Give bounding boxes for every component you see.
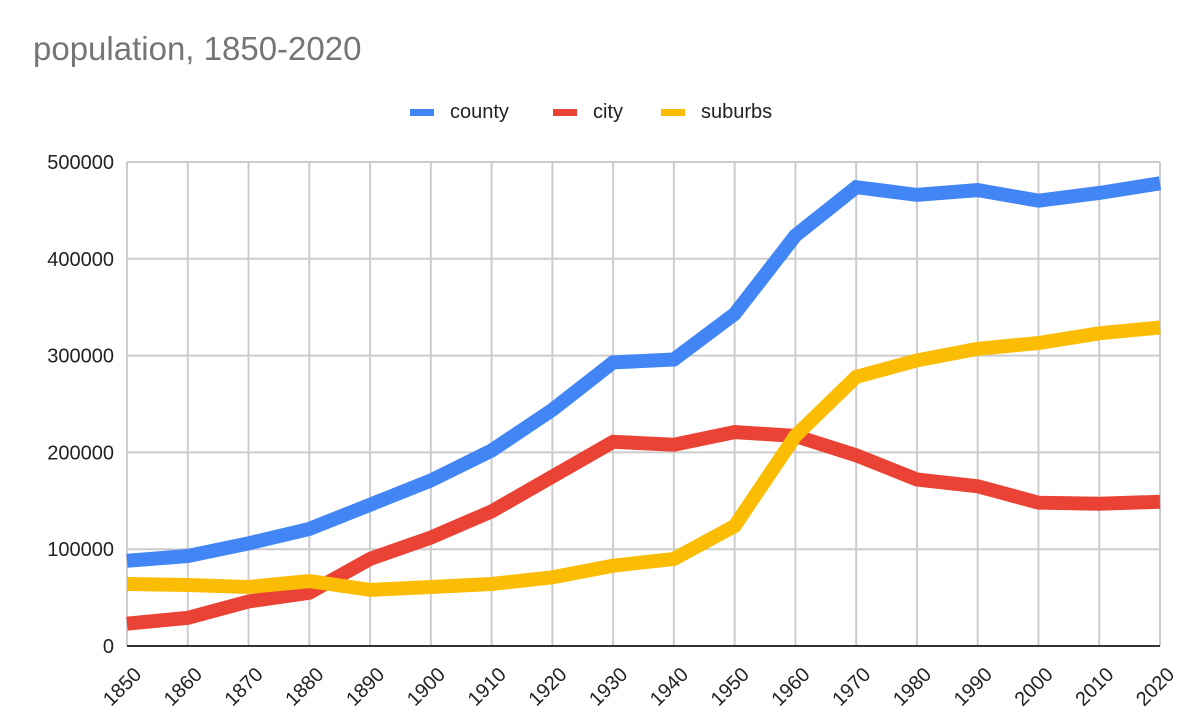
y-tick-label: 500000	[47, 152, 114, 174]
x-tick-label: 1860	[160, 664, 207, 711]
series-lines	[126, 176, 1162, 631]
x-tick-label: 1870	[221, 664, 268, 711]
x-tick-label: 1980	[889, 664, 936, 711]
series-line-suburbs[interactable]	[126, 320, 1161, 597]
x-tick-label: 1900	[403, 664, 450, 711]
series-line-city[interactable]	[126, 425, 1161, 631]
x-tick-label: 1960	[768, 664, 815, 711]
y-tick-label: 0	[103, 636, 114, 658]
legend-label-suburbs: suburbs	[701, 100, 773, 123]
y-tick-label: 300000	[47, 346, 114, 368]
legend-item-suburbs[interactable]: suburbs	[661, 98, 772, 126]
legend-swatch-city	[553, 108, 577, 116]
chart-title: population, 1850-2020	[33, 30, 362, 67]
x-tick-label: 1890	[342, 664, 389, 711]
y-tick-label: 400000	[47, 249, 114, 271]
x-tick-label: 2000	[1011, 664, 1058, 711]
y-tick-label: 200000	[47, 442, 114, 464]
x-tick-label: 1920	[524, 664, 571, 711]
x-tick-label: 2010	[1071, 664, 1118, 711]
y-axis-ticks: 0 100000 200000 300000 400000 500000	[47, 152, 114, 658]
x-tick-label: 1950	[707, 664, 754, 711]
x-tick-label: 1910	[464, 664, 511, 711]
x-axis-ticks: 1850 1860 1870 1880 1890 1900 1910 1920 1930 1940…	[99, 664, 1179, 711]
x-tick-label: 2020	[1132, 664, 1179, 711]
x-tick-label: 1930	[585, 664, 632, 711]
legend: county city suburbs	[0, 98, 1198, 126]
legend-swatch-county	[410, 108, 434, 116]
y-tick-label: 100000	[47, 539, 114, 561]
legend-label-city: city	[593, 100, 623, 123]
legend-item-city[interactable]: city	[553, 98, 623, 126]
legend-swatch-suburbs	[661, 108, 685, 116]
x-tick-label: 1940	[646, 664, 693, 711]
gridlines	[126, 161, 1161, 646]
x-tick-label: 1990	[950, 664, 997, 711]
x-tick-label: 1970	[828, 664, 875, 711]
x-tick-label: 1850	[99, 664, 146, 711]
x-tick-label: 1880	[281, 664, 328, 711]
legend-label-county: county	[450, 100, 509, 123]
series-line-county[interactable]	[126, 176, 1162, 568]
legend-item-county[interactable]: county	[410, 98, 509, 126]
